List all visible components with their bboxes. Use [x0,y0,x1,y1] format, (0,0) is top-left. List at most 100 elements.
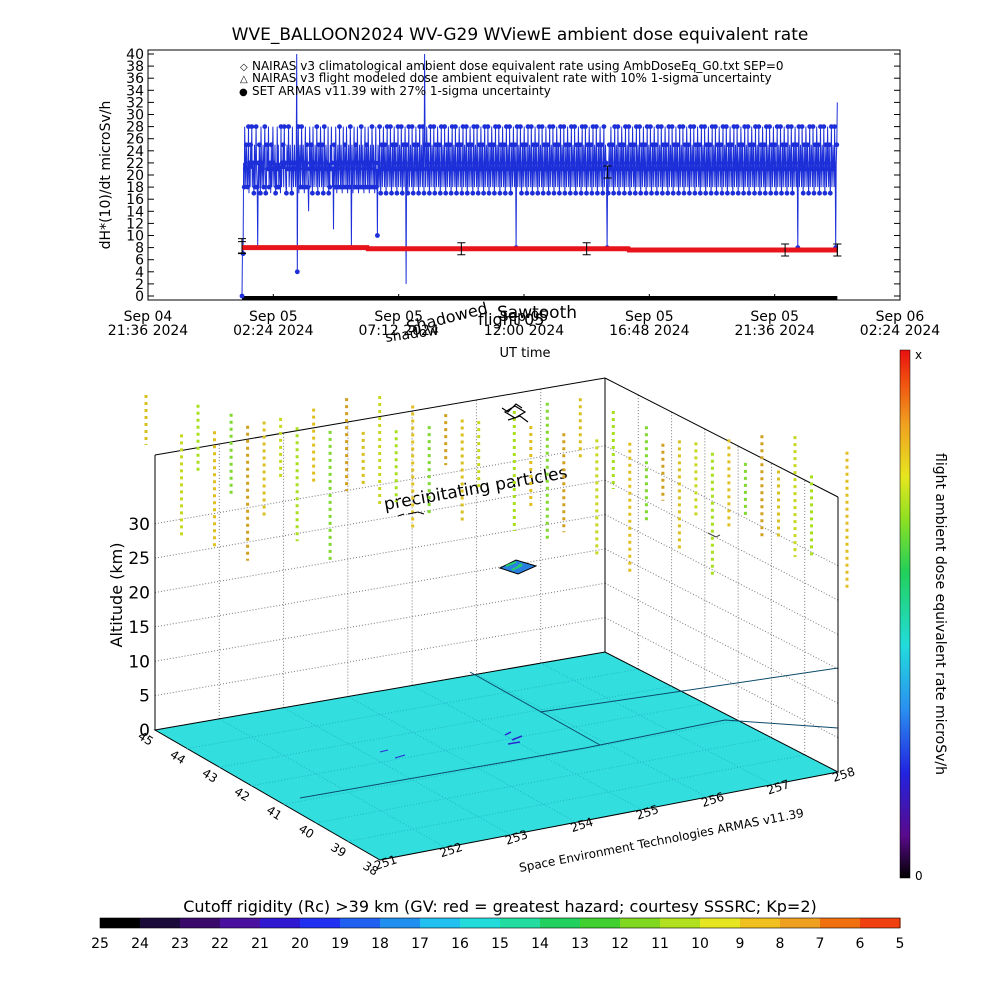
armas-point [479,160,484,166]
armas-point [410,190,416,196]
legend-entry-nairas-clim: NAIRAS v3 climatological ambient dose eq… [252,59,784,73]
rigidity-tick-label: 8 [776,936,785,952]
rigidity-colorbar-segment [660,918,701,928]
armas-point [319,142,325,148]
rigidity-tick-label: 7 [816,936,825,952]
armas-point [281,124,287,129]
armas-point [743,166,749,172]
armas-point [480,142,485,148]
armas-point [570,166,575,172]
y-tick-label: 34 [126,83,144,99]
armas-point [512,142,518,148]
armas-point [380,166,386,172]
armas-point [760,160,766,166]
y-tick-label: 26 [126,132,144,148]
armas-point [697,190,703,196]
legend-symbol-nairas-clim: ◇ [240,62,248,73]
rigidity-tick-label: 5 [896,936,905,952]
armas-point [329,160,335,166]
armas-point [578,190,584,196]
armas-point [414,160,419,166]
armas-point [665,190,671,196]
armas-point [386,160,392,166]
altitude-ticks: 0 5 10 15 20 25 30 [128,515,150,741]
armas-point [506,160,511,166]
armas-point [360,166,366,172]
armas-point [729,142,735,148]
armas-point [535,190,541,196]
armas-point [277,166,283,172]
armas-point [248,142,254,148]
armas-point [825,160,831,166]
armas-point [548,166,554,172]
altitude-tick-label: 20 [128,584,150,604]
armas-point [808,166,814,172]
armas-point [752,190,757,196]
armas-point [710,166,716,172]
armas-point [475,190,481,196]
armas-point [263,190,269,196]
armas-point [582,160,587,166]
armas-point [272,166,277,172]
doy-tick-label: 251 [373,852,399,872]
armas-point [749,160,755,166]
armas-point [822,190,828,196]
overlay-label-flight: flight 05 [478,310,545,329]
armas-point [824,166,830,172]
armas-point [317,166,323,172]
armas-point [458,142,464,148]
altitude-tick-label: 25 [128,549,150,569]
armas-point [753,124,758,129]
armas-point [431,124,437,129]
armas-point [265,166,271,172]
armas-point [254,184,260,190]
armas-point [629,166,635,172]
armas-point [757,190,763,196]
rigidity-colorbar-segment [260,918,301,928]
armas-point [816,142,821,148]
armas-point [588,142,594,148]
armas-point [799,124,805,129]
armas-point [316,142,322,148]
armas-point [584,190,589,196]
armas-point [775,166,781,172]
armas-point [366,166,372,172]
armas-point [539,124,545,129]
armas-point [664,142,670,148]
armas-point [621,142,626,148]
floor-grid-line [187,668,639,750]
armas-point [266,184,272,190]
armas-point [819,166,824,172]
armas-point [788,124,794,129]
armas-point [531,142,536,148]
rigidity-tick-label: 25 [91,936,109,952]
top-y-axis-label: dH*(10)/dt microSv/h [98,101,114,250]
armas-point [483,166,489,172]
armas-point [656,166,662,172]
armas-point [628,142,634,148]
cluster-top [501,403,529,423]
armas-point [549,160,555,166]
armas-point [684,160,690,166]
armas-point [631,142,637,148]
armas-point [334,160,340,166]
armas-point [553,166,559,172]
armas-point [501,142,507,148]
armas-point [563,142,569,148]
armas-point [502,190,508,196]
floor-boundary-line [469,671,601,746]
armas-point [640,166,646,172]
wall-grid-line [154,548,606,628]
y-tick-label: 32 [126,95,144,111]
armas-point [560,160,566,166]
armas-point [613,166,619,172]
doy-tick-label: 255 [634,802,660,822]
armas-point [462,160,468,166]
armas-point [722,160,728,166]
armas-point [246,124,251,129]
rigidity-colorbar-segment [620,918,661,928]
armas-point [546,190,551,196]
armas-point [721,166,727,172]
